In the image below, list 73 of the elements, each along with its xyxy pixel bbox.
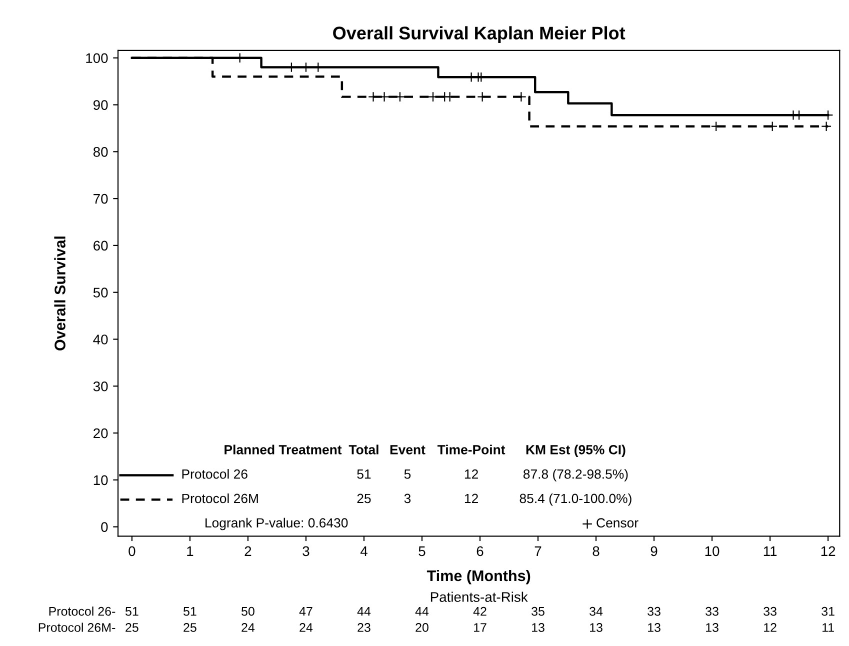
x-tick-label: 6 (476, 546, 484, 556)
y-tick-label: 80 (93, 147, 108, 157)
y-tick-label: 50 (93, 288, 108, 298)
annotation: 25 (357, 494, 371, 504)
y-tick-label: 70 (94, 194, 108, 204)
text: 13 (532, 623, 544, 632)
text: 12 (764, 623, 776, 632)
text: 33 (764, 606, 776, 616)
text: 25 (184, 623, 196, 632)
annotation: 3 (404, 494, 411, 504)
legend-label: Protocol 26M (182, 493, 258, 504)
annotation: Time-Point (437, 444, 506, 454)
x-tick-label: 7 (534, 546, 542, 556)
text: 23 (358, 623, 370, 632)
annotation: 51 (357, 470, 371, 479)
text: 33 (648, 606, 660, 616)
text: Protocol 26- (49, 606, 116, 616)
annotation: Logrank P-value: 0.6430 (206, 518, 348, 530)
text: 44 (415, 607, 429, 616)
y-tick-label: 0 (101, 522, 108, 532)
annotation: 12 (464, 469, 478, 479)
x-tick-label: 5 (418, 546, 426, 556)
text: 13 (648, 623, 660, 632)
x-axis-title: Time (Months) (426, 570, 530, 584)
annotation: 12 (464, 494, 478, 504)
y-tick-label: 30 (93, 381, 108, 392)
text: 24 (300, 623, 313, 632)
text: 11 (822, 623, 834, 632)
x-tick-label: 12 (821, 546, 836, 556)
text: 17 (474, 623, 486, 632)
text: 20 (416, 623, 428, 632)
x-tick-label: 9 (650, 546, 658, 556)
annotation: Event (390, 445, 426, 454)
text: 33 (706, 606, 718, 616)
x-tick-label: 11 (764, 546, 777, 556)
text: 35 (532, 606, 544, 616)
y-tick-label: 10 (94, 475, 108, 486)
y-tick-label: 90 (93, 100, 108, 110)
x-tick-label: 1 (187, 546, 194, 556)
text: 51 (125, 607, 138, 616)
annotation: KM Est (95% CI) (526, 444, 626, 457)
text: Patients-at-Risk (430, 592, 528, 602)
chart-title: Overall Survival Kaplan Meier Plot (333, 26, 626, 44)
y-axis-title: Overall Survival (54, 236, 66, 350)
text: 13 (706, 623, 718, 632)
x-tick-label: 0 (128, 546, 136, 556)
legend-label: Censor (596, 518, 638, 528)
x-tick-label: 8 (592, 546, 600, 556)
annotation: Total (348, 444, 378, 454)
text: 31 (822, 606, 834, 616)
text: 25 (126, 623, 138, 632)
x-tick-label: 3 (302, 546, 310, 556)
text: 34 (590, 606, 603, 616)
annotation: 87.8 (78.2-98.5%) (523, 469, 628, 482)
text: Protocol 26M- (38, 622, 116, 632)
text: 44 (357, 607, 371, 616)
annotation: 5 (404, 470, 411, 479)
text: 51 (183, 607, 196, 616)
x-tick-label: 10 (705, 546, 720, 556)
text: 42 (473, 606, 486, 616)
text: 24 (242, 623, 255, 632)
y-tick-label: 60 (94, 240, 108, 251)
y-tick-label: 100 (86, 53, 108, 64)
legend-label: Protocol 26 (182, 469, 248, 479)
annotation: 85.4 (71.0-100.0%) (520, 493, 632, 506)
x-tick-label: 4 (360, 546, 368, 556)
text: 47 (299, 607, 312, 616)
annotation: Planned Treatment (224, 444, 342, 454)
x-tick-label: 2 (244, 546, 252, 556)
text: 50 (242, 606, 254, 616)
y-tick-label: 20 (94, 428, 108, 438)
y-tick-label: 40 (93, 334, 108, 344)
text: 13 (590, 623, 602, 632)
